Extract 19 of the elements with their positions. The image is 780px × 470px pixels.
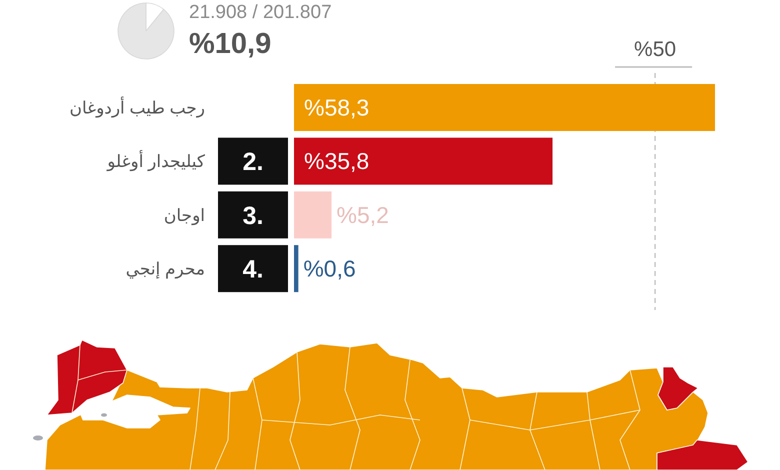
data-label: %5,2 (336, 202, 389, 228)
data-label: %35,8 (304, 148, 370, 174)
bar (294, 138, 553, 185)
text: 4. (242, 256, 264, 284)
ref-line-label: %50 (634, 38, 676, 61)
pie-slice (118, 2, 174, 60)
bar (294, 84, 715, 131)
y-tick-label: كيليجدار أوغلو (106, 150, 206, 172)
y-tick-label: محرم إنجي (126, 260, 205, 280)
text: 21.908 / 201.807 (189, 2, 332, 23)
y-tick-label: اوجان (164, 206, 205, 226)
y-tick-label: رجب طيب أردوغان (70, 96, 205, 118)
data-label: %58,3 (304, 94, 370, 120)
text: %10,9 (189, 28, 272, 60)
bar (294, 245, 298, 292)
bar (294, 191, 332, 238)
text: 3. (242, 202, 264, 230)
data-label: %0,6 (303, 256, 356, 282)
text: 2. (242, 148, 264, 176)
